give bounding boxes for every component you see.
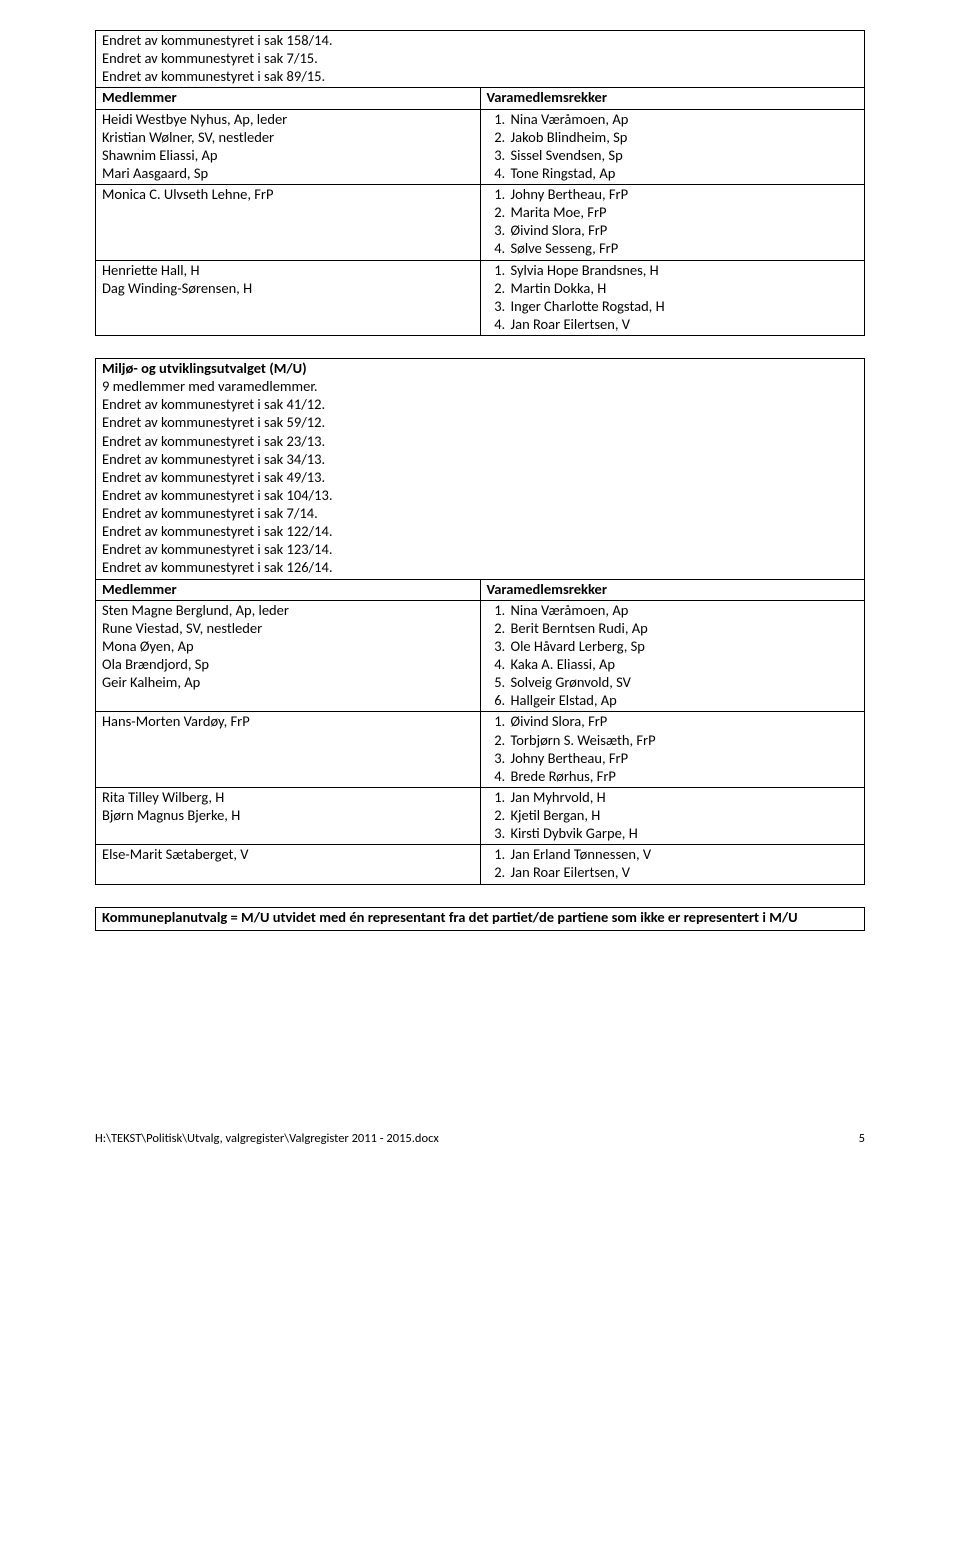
footer-page-number: 5: [859, 1131, 865, 1147]
text-line: Sten Magne Berglund, Ap, leder: [102, 601, 474, 619]
t2-row2-left: Hans-Morten Vardøy, FrP: [96, 712, 481, 788]
list-item: Sissel Svendsen, Sp: [509, 146, 859, 164]
text-line: Rune Viestad, SV, nestleder: [102, 619, 474, 637]
text-line: Endret av kommunestyret i sak 122/14.: [102, 522, 858, 540]
list-item: Øivind Slora, FrP: [509, 221, 859, 239]
list-item: Ole Håvard Lerberg, Sp: [509, 637, 859, 655]
text-line: Endret av kommunestyret i sak 49/13.: [102, 468, 858, 486]
list-item: Sølve Sesseng, FrP: [509, 239, 859, 257]
t2-row1-left: Sten Magne Berglund, Ap, lederRune Viest…: [96, 600, 481, 712]
text-line: Endret av kommunestyret i sak 7/15.: [102, 49, 858, 67]
t1-row1-right: Nina Væråmoen, ApJakob Blindheim, SpSiss…: [480, 109, 865, 185]
t2-row4-right: Jan Erland Tønnessen, VJan Roar Eilertse…: [480, 845, 865, 884]
text-line: Mari Aasgaard, Sp: [102, 164, 474, 182]
t2-intro-cell: Miljø- og utviklingsutvalget (M/U) 9 med…: [96, 359, 865, 580]
t2-col-right-header: Varamedlemsrekker: [480, 579, 865, 600]
list-item: Jakob Blindheim, Sp: [509, 128, 859, 146]
text-line: Ola Brændjord, Sp: [102, 655, 474, 673]
text-line: Endret av kommunestyret i sak 7/14.: [102, 504, 858, 522]
text-line: Geir Kalheim, Ap: [102, 673, 474, 691]
list-item: Torbjørn S. Weisæth, FrP: [509, 731, 859, 749]
text-line: Endret av kommunestyret i sak 123/14.: [102, 540, 858, 558]
t1-row2-left: Monica C. Ulvseth Lehne, FrP: [96, 185, 481, 261]
page-footer: H:\TEKST\Politisk\Utvalg, valgregister\V…: [95, 1131, 865, 1147]
list-item: Jan Erland Tønnessen, V: [509, 845, 859, 863]
t2-col-left-header: Medlemmer: [96, 579, 481, 600]
list-item: Inger Charlotte Rogstad, H: [509, 297, 859, 315]
list-item: Nina Væråmoen, Ap: [509, 110, 859, 128]
list-item: Øivind Slora, FrP: [509, 712, 859, 730]
t1-intro-cell: Endret av kommunestyret i sak 158/14.End…: [96, 31, 865, 88]
list-item: Hallgeir Elstad, Ap: [509, 691, 859, 709]
bottom-note-box: Kommuneplanutvalg = M/U utvidet med én r…: [95, 907, 865, 931]
t2-row1-right: Nina Væråmoen, ApBerit Berntsen Rudi, Ap…: [480, 600, 865, 712]
list-item: Kirsti Dybvik Garpe, H: [509, 824, 859, 842]
text-line: Endret av kommunestyret i sak 104/13.: [102, 486, 858, 504]
page: Endret av kommunestyret i sak 158/14.End…: [0, 0, 960, 1176]
list-item: Martin Dokka, H: [509, 279, 859, 297]
text-line: Kristian Wølner, SV, nestleder: [102, 128, 474, 146]
list-item: Jan Roar Eilertsen, V: [509, 315, 859, 333]
bottom-note-text: Kommuneplanutvalg = M/U utvidet med én r…: [102, 908, 798, 926]
text-line: Mona Øyen, Ap: [102, 637, 474, 655]
list-item: Kjetil Bergan, H: [509, 806, 859, 824]
text-line: Dag Winding-Sørensen, H: [102, 279, 474, 297]
list-item: Berit Berntsen Rudi, Ap: [509, 619, 859, 637]
text-line: 9 medlemmer med varamedlemmer.: [102, 377, 858, 395]
t1-row3-right: Sylvia Hope Brandsnes, HMartin Dokka, HI…: [480, 260, 865, 336]
list-item: Johny Bertheau, FrP: [509, 185, 859, 203]
text-line: Endret av kommunestyret i sak 126/14.: [102, 558, 858, 576]
list-item: Johny Bertheau, FrP: [509, 749, 859, 767]
text-line: Endret av kommunestyret i sak 41/12.: [102, 395, 858, 413]
t2-row4-left: Else-Marit Sætaberget, V: [96, 845, 481, 884]
t1-row3-left: Henriette Hall, HDag Winding-Sørensen, H: [96, 260, 481, 336]
t1-row2-right: Johny Bertheau, FrPMarita Moe, FrPØivind…: [480, 185, 865, 261]
text-line: Hans-Morten Vardøy, FrP: [102, 712, 474, 730]
t2-title: Miljø- og utviklingsutvalget (M/U): [102, 359, 858, 377]
t1-row1-left: Heidi Westbye Nyhus, Ap, lederKristian W…: [96, 109, 481, 185]
text-line: Else-Marit Sætaberget, V: [102, 845, 474, 863]
text-line: Bjørn Magnus Bjerke, H: [102, 806, 474, 824]
list-item: Tone Ringstad, Ap: [509, 164, 859, 182]
t1-col-left-header: Medlemmer: [96, 88, 481, 109]
list-item: Marita Moe, FrP: [509, 203, 859, 221]
text-line: Endret av kommunestyret i sak 89/15.: [102, 67, 858, 85]
text-line: Heidi Westbye Nyhus, Ap, leder: [102, 110, 474, 128]
list-item: Nina Væråmoen, Ap: [509, 601, 859, 619]
text-line: Rita Tilley Wilberg, H: [102, 788, 474, 806]
text-line: Shawnim Eliassi, Ap: [102, 146, 474, 164]
text-line: Endret av kommunestyret i sak 34/13.: [102, 450, 858, 468]
text-line: Endret av kommunestyret i sak 23/13.: [102, 432, 858, 450]
footer-path: H:\TEKST\Politisk\Utvalg, valgregister\V…: [95, 1131, 439, 1147]
list-item: Jan Myhrvold, H: [509, 788, 859, 806]
list-item: Solveig Grønvold, SV: [509, 673, 859, 691]
text-line: Endret av kommunestyret i sak 59/12.: [102, 413, 858, 431]
committee-table-2: Miljø- og utviklingsutvalget (M/U) 9 med…: [95, 358, 865, 885]
t2-row3-right: Jan Myhrvold, HKjetil Bergan, HKirsti Dy…: [480, 787, 865, 844]
t2-row3-left: Rita Tilley Wilberg, HBjørn Magnus Bjerk…: [96, 787, 481, 844]
t1-col-right-header: Varamedlemsrekker: [480, 88, 865, 109]
text-line: Endret av kommunestyret i sak 158/14.: [102, 31, 858, 49]
t2-row2-right: Øivind Slora, FrPTorbjørn S. Weisæth, Fr…: [480, 712, 865, 788]
text-line: Henriette Hall, H: [102, 261, 474, 279]
list-item: Jan Roar Eilertsen, V: [509, 863, 859, 881]
text-line: Monica C. Ulvseth Lehne, FrP: [102, 185, 474, 203]
t1-intro-lines: Endret av kommunestyret i sak 158/14.End…: [102, 31, 858, 85]
list-item: Brede Rørhus, FrP: [509, 767, 859, 785]
list-item: Kaka A. Eliassi, Ap: [509, 655, 859, 673]
committee-table-1: Endret av kommunestyret i sak 158/14.End…: [95, 30, 865, 336]
list-item: Sylvia Hope Brandsnes, H: [509, 261, 859, 279]
t2-intro-lines: 9 medlemmer med varamedlemmer.Endret av …: [102, 377, 858, 576]
